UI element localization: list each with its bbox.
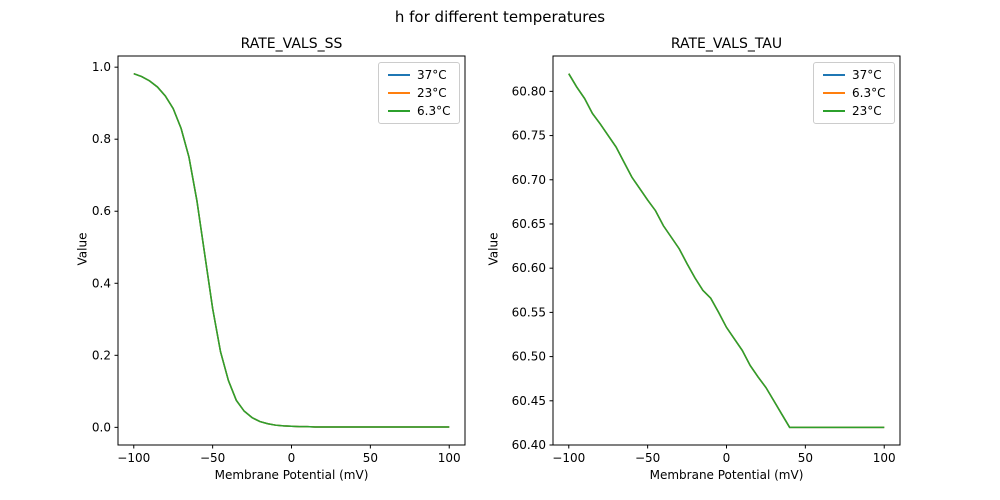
svg-text:50: 50 [798, 451, 813, 465]
tau-plot-title: RATE_VALS_TAU [670, 36, 783, 52]
tau-plot-area: −100 −50 0 50 100 60.40 60.45 60.50 60.55 60.60 60… [512, 55, 901, 465]
legend-item: 37°C [823, 68, 885, 82]
tau-legend: 37°C 6.3°C 23°C [813, 62, 896, 124]
legend-line-swatch [823, 74, 845, 76]
svg-text:1.0: 1.0 [92, 60, 111, 74]
legend-label: 6.3°C [852, 86, 886, 100]
tau-y-axis-label: Value [486, 232, 501, 266]
svg-text:0.8: 0.8 [92, 132, 111, 146]
ss-x-axis-label: Membrane Potential (mV) [214, 468, 369, 482]
legend-item: 6.3°C [823, 86, 885, 100]
svg-text:100: 100 [438, 451, 461, 465]
legend-line-swatch [823, 110, 845, 112]
svg-text:100: 100 [873, 451, 896, 465]
legend-item: 37°C [388, 68, 450, 82]
svg-text:60.70: 60.70 [512, 173, 546, 187]
svg-text:−100: −100 [552, 451, 585, 465]
svg-text:60.55: 60.55 [512, 305, 546, 319]
ss-plot-area: −100 −50 0 50 100 0.0 0.2 0.4 0.6 0.8 1.0 [92, 55, 466, 465]
svg-text:0.2: 0.2 [92, 348, 111, 362]
svg-text:50: 50 [363, 451, 378, 465]
legend-line-swatch [388, 74, 410, 76]
svg-text:60.80: 60.80 [512, 84, 546, 98]
svg-text:0.4: 0.4 [92, 276, 111, 290]
svg-text:−100: −100 [117, 451, 150, 465]
ss-legend: 37°C 23°C 6.3°C [378, 62, 461, 124]
legend-line-swatch [388, 92, 410, 94]
legend-label: 6.3°C [417, 104, 451, 118]
legend-item: 23°C [823, 104, 885, 118]
svg-text:−50: −50 [635, 451, 660, 465]
tau-x-axis-label: Membrane Potential (mV) [649, 468, 804, 482]
svg-text:0: 0 [288, 451, 296, 465]
legend-label: 37°C [417, 68, 447, 82]
svg-text:60.75: 60.75 [512, 129, 546, 143]
svg-text:0.6: 0.6 [92, 204, 111, 218]
legend-label: 37°C [852, 68, 882, 82]
svg-text:60.65: 60.65 [512, 217, 546, 231]
legend-line-swatch [823, 92, 845, 94]
legend-item: 23°C [388, 86, 450, 100]
ss-plot-title: RATE_VALS_SS [240, 36, 343, 52]
legend-label: 23°C [417, 86, 447, 100]
svg-text:60.45: 60.45 [512, 394, 546, 408]
legend-item: 6.3°C [388, 104, 450, 118]
legend-line-swatch [388, 110, 410, 112]
legend-label: 23°C [852, 104, 882, 118]
svg-text:60.60: 60.60 [512, 261, 546, 275]
svg-text:60.40: 60.40 [512, 438, 546, 452]
figure-title: h for different temperatures [394, 8, 606, 26]
svg-text:0.0: 0.0 [92, 420, 111, 434]
svg-text:0: 0 [723, 451, 731, 465]
ss-y-axis-label: Value [75, 232, 90, 266]
svg-text:60.50: 60.50 [512, 350, 546, 364]
svg-text:−50: −50 [200, 451, 225, 465]
